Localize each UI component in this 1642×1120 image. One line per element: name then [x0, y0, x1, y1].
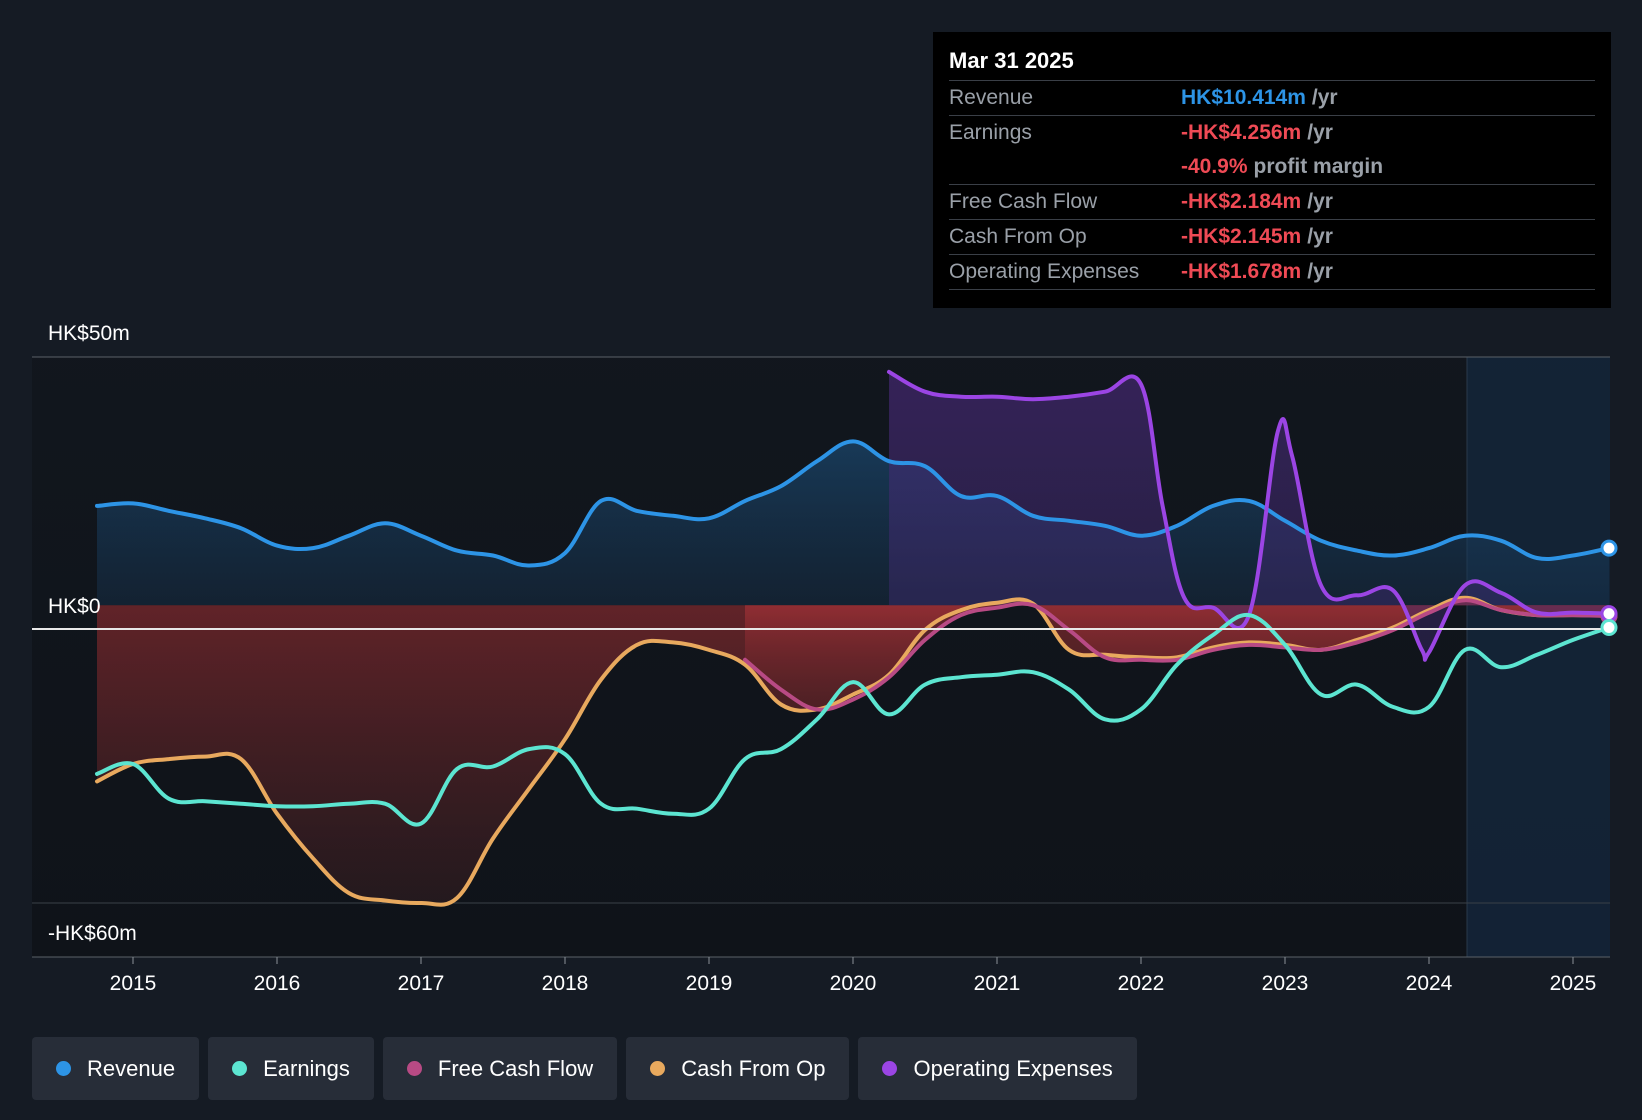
legend-label: Revenue — [87, 1055, 176, 1081]
legend-item-operating-expenses[interactable]: Operating Expenses — [858, 1037, 1137, 1100]
tooltip-row-value: -HK$2.145m — [1181, 225, 1302, 248]
tooltip-panel: Mar 31 2025 Revenue HK$10.414m/yr Earnings… — [933, 32, 1611, 308]
tooltip-row-unit: /yr — [1307, 190, 1333, 213]
tooltip-row: Operating Expenses -HK$1.678m/yr — [949, 254, 1595, 290]
tooltip-row-value: -HK$4.256m — [1181, 121, 1302, 144]
tooltip-row-unit: /yr — [1307, 260, 1333, 283]
revenue-endpoint — [1600, 539, 1618, 557]
cash-from-op-line — [95, 595, 1611, 907]
legend-dot-icon — [650, 1061, 666, 1076]
legend-dot-icon — [406, 1061, 422, 1076]
x-tick-label-2023: 2023 — [1262, 972, 1309, 995]
forecast-shade — [1467, 357, 1610, 957]
legend-dot-icon — [56, 1061, 71, 1076]
x-tick-label-2016: 2016 — [254, 972, 301, 995]
tooltip-row-label: Revenue — [949, 86, 1034, 109]
tooltip-row-value: -40.9% — [1181, 155, 1248, 178]
legend-label: Operating Expenses — [913, 1055, 1113, 1081]
tooltip-row-value: -HK$1.678m — [1181, 260, 1302, 283]
tooltip-row-label: Cash From Op — [949, 225, 1087, 248]
tooltip-row: Earnings -HK$4.256m/yr — [949, 115, 1595, 150]
free-cash-flow-line — [743, 598, 1611, 712]
tooltip-row-label: Earnings — [949, 121, 1032, 144]
tooltip-row: Cash From Op -HK$2.145m/yr — [949, 219, 1595, 254]
tooltip-row-label: Operating Expenses — [949, 260, 1140, 283]
earnings-endpoint — [1600, 619, 1618, 637]
legend-item-earnings[interactable]: Earnings — [208, 1037, 374, 1100]
legend-label: Earnings — [263, 1055, 350, 1081]
tooltip-row-unit: /yr — [1311, 86, 1338, 109]
tooltip-row-value: HK$10.414m — [1181, 86, 1306, 109]
tooltip-row: Free Cash Flow -HK$2.184m/yr — [949, 184, 1595, 219]
operating-expenses-endpoint — [1600, 605, 1618, 623]
legend-item-cash-from-op[interactable]: Cash From Op — [626, 1037, 850, 1100]
tooltip-row-unit: /yr — [1307, 121, 1333, 144]
x-tick-label-2021: 2021 — [974, 972, 1021, 995]
x-tick-label-2022: 2022 — [1118, 972, 1165, 995]
legend-label: Cash From Op — [681, 1055, 826, 1081]
x-tick-label-2015: 2015 — [110, 972, 157, 995]
tooltip-row-unit: /yr — [1307, 225, 1333, 248]
x-tick-label-2018: 2018 — [542, 972, 589, 995]
operating-expenses-area — [889, 371, 1609, 660]
tooltip-row: Revenue HK$10.414m/yr — [949, 80, 1595, 115]
x-tick-label-2019: 2019 — [686, 972, 733, 995]
revenue-area — [97, 441, 1609, 606]
legend-dot-icon — [232, 1061, 248, 1076]
legend: Revenue Earnings Free Cash Flow Cash From O… — [32, 1037, 1137, 1100]
legend-item-free-cash-flow[interactable]: Free Cash Flow — [382, 1037, 618, 1100]
earnings-line — [95, 613, 1611, 827]
x-tick-label-2025: 2025 — [1550, 972, 1597, 995]
legend-dot-icon — [882, 1061, 898, 1076]
y-label-top: HK$50m — [48, 322, 130, 345]
cash-from-op-area — [97, 597, 1609, 905]
tooltip-row-unit: profit margin — [1253, 155, 1384, 178]
y-label-bottom: -HK$60m — [48, 922, 137, 945]
y-label-zero: HK$0 — [48, 595, 101, 618]
operating-expenses-line — [887, 369, 1611, 662]
tooltip-date: Mar 31 2025 — [949, 48, 1074, 73]
legend-item-revenue[interactable]: Revenue — [32, 1037, 200, 1100]
legend-label: Free Cash Flow — [437, 1055, 594, 1081]
tooltip-row: -40.9% profit margin — [949, 150, 1595, 184]
x-tick-label-2017: 2017 — [398, 972, 445, 995]
tooltip-row-label: Free Cash Flow — [949, 190, 1098, 213]
x-tick-label-2024: 2024 — [1406, 972, 1453, 995]
x-tick-label-2020: 2020 — [830, 972, 877, 995]
revenue-line — [95, 439, 1611, 568]
tooltip-row-value: -HK$2.184m — [1181, 190, 1302, 213]
